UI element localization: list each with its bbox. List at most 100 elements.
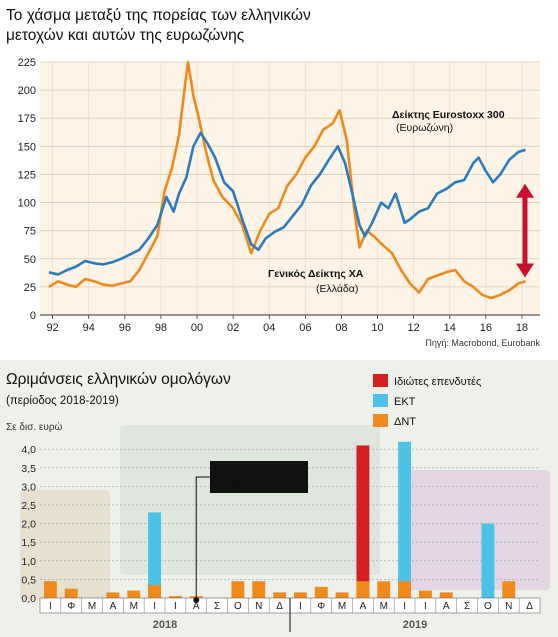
x-tick-label: 04 [263,322,275,334]
source-note: Πηγή: Macrobond, Eurobank [425,338,540,348]
y-tick-label: 175 [18,113,36,125]
annotation-box [210,461,308,493]
legend-swatch [373,414,388,427]
imf-bar [127,590,141,598]
annotation-text-line: Τέλος 3ου [236,465,283,477]
y-tick-label: 225 [18,57,36,69]
greek-index-line [48,60,526,300]
y-tick-label: 3,5 [21,463,36,475]
legend-swatch [373,394,388,407]
year-label: 2019 [403,619,427,631]
month-label: Μ [380,601,388,612]
private-investors-bar [356,445,370,598]
y-tick-label: 0,5 [21,574,36,586]
imf-bar [64,588,78,598]
x-tick-label: 08 [335,322,347,334]
month-label: Ν [505,601,512,612]
month-label: Δ [526,601,533,612]
imf-bar [148,584,162,598]
imf-bar [231,581,245,598]
x-tick-label: 14 [444,322,456,334]
year-label: 2018 [153,619,177,631]
month-label: Ι [424,601,427,612]
imf-bar [168,596,182,598]
imf-bar [335,592,349,598]
month-label: Σ [214,601,220,612]
month-label: Ι [403,601,406,612]
x-tick-label: 00 [191,322,203,334]
x-tick-label: 12 [408,322,420,334]
month-label: Ι [153,601,156,612]
ecb-bar [148,512,162,598]
month-label: Φ [67,601,75,612]
x-tick-label: 18 [516,322,528,334]
bar-chart-title: Ωριμάνσεις ελληνικών ομολόγων [6,371,231,388]
y-tick-label: 2,5 [21,500,36,512]
y-tick-label: 100 [18,198,36,210]
legend-swatch [373,374,388,387]
month-label: Μ [88,601,96,612]
y-tick-label: 200 [18,85,36,97]
y-tick-label: 0 [30,310,36,322]
legend-label: ΔΝΤ [394,416,416,428]
imf-bar [293,592,307,598]
annotation-dot [193,597,200,603]
month-label: Μ [130,601,138,612]
chart-title-line: Το χάσμα μεταξύ της πορείας των ελληνικώ… [6,7,311,24]
imf-bar [106,592,120,598]
banknote-decoration [20,490,110,600]
x-tick-label: 96 [119,322,131,334]
annotation-text-line: προγράμματος [224,478,293,490]
imf-bar [418,590,432,598]
x-tick-label: 92 [47,322,59,334]
eurostoxx-label-line: Δείκτης Eurostoxx 300 [392,109,505,121]
month-label: Ι [174,601,177,612]
x-tick-label: 98 [155,322,167,334]
imf-bar [43,581,57,598]
gap-arrow-head-down [516,263,534,278]
month-label: Α [193,601,200,612]
imf-bar [356,581,370,598]
imf-bar [439,592,453,598]
x-tick-label: 16 [480,322,492,334]
legend-label: ΕΚΤ [394,396,416,408]
x-tick-label: 02 [227,322,239,334]
greek-index-label-line: (Ελλάδα) [316,283,358,295]
month-label: Φ [317,601,325,612]
annotation-leader [195,476,210,598]
bar-chart-subtitle: (περίοδος 2018-2019) [6,395,119,407]
y-tick-label: 1,5 [21,537,36,549]
imf-bar [502,581,516,598]
imf-bar [377,581,391,598]
month-label: Ο [234,601,242,612]
month-label: Σ [464,601,470,612]
y-tick-label: 0,0 [21,593,36,605]
imf-bar [252,581,266,598]
y-tick-label: 25 [24,282,36,294]
month-label: Ο [484,601,492,612]
banknote-decoration [120,425,380,575]
bar-chart-ylabel: Σε δισ. ευρώ [6,421,63,433]
y-tick-label: 50 [24,254,36,266]
gap-arrow-head-up [516,183,534,198]
y-tick-label: 125 [18,169,36,181]
month-label: Α [360,601,367,612]
month-label: Ν [255,601,262,612]
month-label: Μ [338,601,346,612]
eurostoxx-line [48,131,526,276]
stock-index-line-chart: Το χάσμα μεταξύ της πορείας των ελληνικώ… [6,7,540,348]
month-label: Δ [276,601,283,612]
month-label: Ι [299,601,302,612]
legend-label: Ιδιώτες επενδυτές [394,376,481,388]
month-label: Α [443,601,450,612]
month-label: Ι [49,601,52,612]
y-tick-label: 75 [24,226,36,238]
ecb-bar [398,441,412,598]
imf-bar [398,581,412,598]
chart-title-line: μετοχών και αυτών της ευρωζώνης [6,27,244,44]
eurostoxx-label-line: (Ευρωζώνη) [396,122,453,134]
month-label: Α [110,601,117,612]
y-tick-label: 2,0 [21,519,36,531]
